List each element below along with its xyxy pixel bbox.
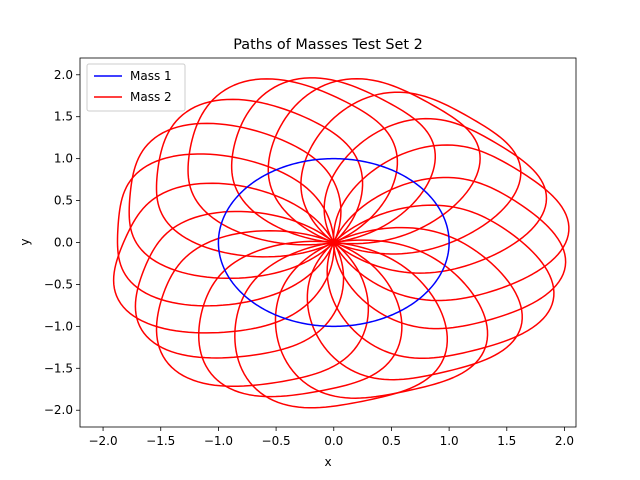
mass-2-path-segment [134,210,345,359]
x-tick-label: 0.0 [324,434,343,448]
legend-label-mass-1: Mass 1 [130,69,172,83]
x-tick-label: −2.0 [88,434,117,448]
mass-2-path-segment [187,78,399,246]
mass-2-path-segment [333,176,567,330]
mass-2-path-segment [112,182,335,334]
mass-2-path-segment [128,122,342,280]
mass-2-path-segment [323,117,548,274]
mass-2-path-segment [116,153,335,307]
x-tick-label: 1.0 [440,434,459,448]
mass-2-path-segment [326,204,555,360]
y-tick-label: 1.0 [54,152,73,166]
y-tick-label: −2.0 [44,403,73,417]
x-tick-label: 0.5 [382,434,401,448]
y-tick-label: 1.5 [54,110,73,124]
y-tick-label: −0.5 [44,277,73,291]
mass-1-path [217,157,450,328]
mass-2-path-segment [332,144,570,302]
y-axis-ticks: −2.0 −1.5 −1.0 −0.5 0.0 0.5 1.0 1.5 2.0 [44,68,80,417]
x-tick-label: −1.5 [146,434,175,448]
chart-title: Paths of Masses Test Set 2 [233,37,423,53]
legend-label-mass-2: Mass 2 [130,90,172,104]
y-tick-label: 2.0 [54,68,73,82]
y-axis-label: y [18,238,32,245]
x-tick-label: −1.0 [204,434,233,448]
y-tick-label: 0.5 [54,194,73,208]
mass-2-path-segment [306,226,523,381]
x-tick-label: −0.5 [262,434,291,448]
mass-2-path-segment [155,229,370,388]
mass-2-path-segment [234,241,449,409]
mass-2-path-segment [230,77,437,244]
x-axis-label: x [324,455,331,469]
y-tick-label: −1.5 [44,361,73,375]
y-tick-label: 0.0 [54,236,73,250]
legend: Mass 1 Mass 2 [86,63,186,112]
plot-area [79,57,577,428]
y-tick-label: −1.0 [44,319,73,333]
mass-2-path-segment [267,77,481,245]
x-tick-label: 2.0 [555,434,574,448]
x-tick-label: 1.5 [497,434,516,448]
mass-2-path-segment [300,91,522,255]
mass-2-path-segment [274,239,489,399]
series-layer [112,77,570,409]
x-axis-ticks: −2.0 −1.5 −1.0 −0.5 0.0 0.5 1.0 1.5 2.0 [88,427,574,448]
